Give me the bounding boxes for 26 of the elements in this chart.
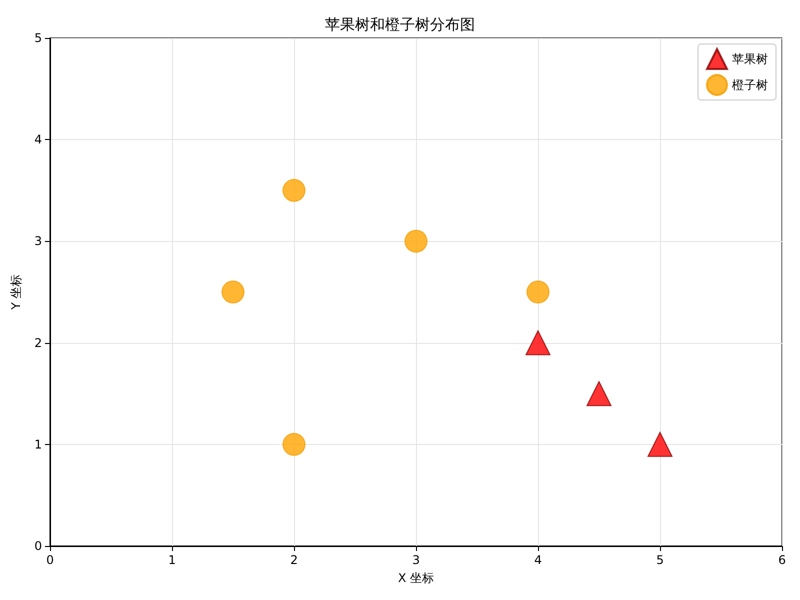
y-tick-label: 4 (34, 132, 42, 147)
x-tick-label: 0 (46, 553, 54, 567)
x-tick-label: 3 (412, 553, 420, 567)
x-tick-label: 4 (534, 553, 542, 567)
point (282, 178, 306, 202)
point (648, 432, 672, 457)
x-axis-title: X 坐标 (398, 571, 434, 585)
point (222, 280, 244, 304)
legend-label: 橙子树 (732, 78, 768, 92)
y-tick-label: 0 (34, 539, 42, 553)
x-tick-label: 6 (778, 553, 786, 567)
chart-title: 苹果树和橙子树分布图 (325, 16, 475, 34)
x-tick-label: 1 (168, 553, 176, 567)
y-tick-label: 2 (34, 336, 42, 350)
x-tick-label: 2 (290, 553, 298, 567)
y-tick-label: 5 (34, 31, 42, 45)
y-axis-title: Y 坐标 (9, 274, 23, 311)
point (404, 230, 428, 253)
y-tick-label: 1 (34, 437, 42, 452)
legend-label: 苹果树 (732, 52, 768, 66)
x-tick-label: 5 (656, 553, 664, 567)
point (526, 330, 550, 356)
point (586, 381, 612, 406)
y-tick-label: 3 (34, 234, 42, 248)
point (526, 280, 550, 304)
point (282, 432, 306, 456)
